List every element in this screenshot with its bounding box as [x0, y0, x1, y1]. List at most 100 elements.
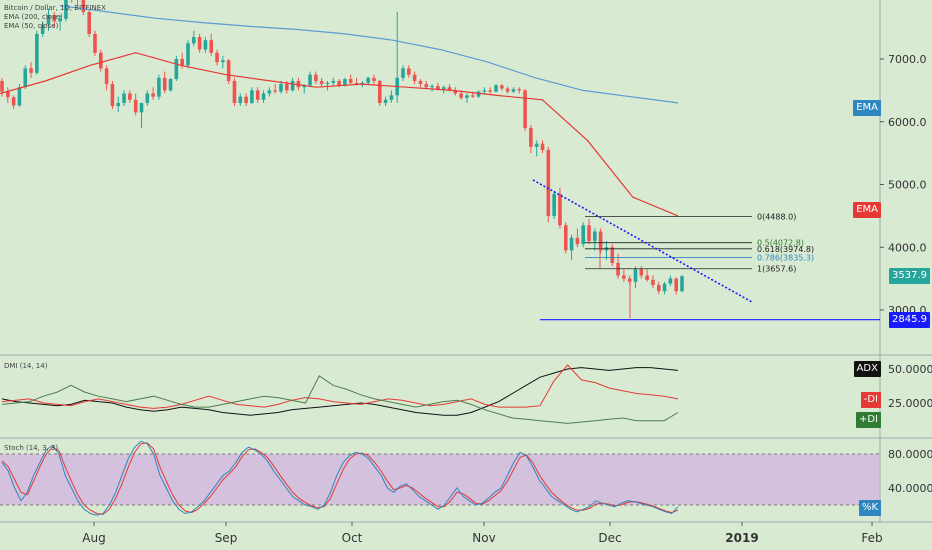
- candle-body: [674, 278, 678, 292]
- stoch-legend[interactable]: Stoch (14, 3, 3): [4, 444, 59, 452]
- candle-body: [197, 37, 202, 50]
- stoch-tick-label: 40.0000: [888, 482, 932, 495]
- candle-body: [505, 88, 510, 92]
- candle-body: [325, 82, 330, 85]
- candle-body: [633, 269, 638, 282]
- candle-body: [593, 231, 597, 241]
- candle-body: [523, 90, 527, 129]
- candle-body: [500, 85, 504, 89]
- candle-body: [319, 80, 324, 85]
- candle-body: [331, 80, 336, 83]
- candle-body: [23, 68, 28, 88]
- candle-body: [476, 91, 481, 97]
- candle-body: [81, 0, 86, 12]
- candle-body: [383, 99, 388, 103]
- candle-body: [441, 87, 446, 90]
- candle-body: [622, 275, 626, 279]
- time-tick-label: Aug: [82, 531, 105, 545]
- candle-body: [261, 93, 266, 100]
- time-tick-label: Oct: [342, 531, 363, 545]
- candle-body: [610, 247, 615, 263]
- candle-body: [186, 43, 190, 66]
- candle-body: [651, 279, 655, 285]
- time-tick-label: 2019: [725, 531, 758, 545]
- last-price-badge: 3537.9: [889, 268, 930, 284]
- candle-body: [540, 143, 545, 150]
- time-tick-label: Nov: [472, 531, 495, 545]
- candle-body: [290, 80, 295, 91]
- candle-body: [99, 52, 103, 69]
- candle-body: [58, 18, 62, 22]
- candle-body: [52, 15, 57, 22]
- candle-body: [139, 102, 144, 113]
- candle-body: [348, 79, 353, 83]
- candle-body: [563, 225, 568, 251]
- candle-body: [354, 82, 359, 85]
- candle-body: [558, 193, 562, 226]
- candle-body: [157, 77, 161, 97]
- candle-body: [337, 80, 341, 86]
- candle-body: [296, 80, 301, 88]
- candle-body: [587, 225, 591, 241]
- candle-body: [645, 275, 649, 280]
- candle-body: [308, 74, 312, 86]
- candle-body: [209, 40, 214, 53]
- dotted-trendline: [532, 179, 753, 303]
- candle-body: [656, 284, 661, 292]
- candle-body: [407, 68, 411, 75]
- ema50-badge: EMA: [853, 202, 881, 218]
- candle-body: [360, 82, 365, 85]
- candle-body: [511, 89, 516, 92]
- candle-body: [180, 59, 184, 66]
- candle-body: [552, 193, 556, 216]
- symbol-title[interactable]: Bitcoin / Dollar, 1D, BITFINEX: [4, 4, 106, 12]
- ema50-legend[interactable]: EMA (50, close): [4, 22, 59, 30]
- ema50-line: [0, 52, 679, 217]
- candle-body: [226, 60, 231, 81]
- candle-body: [232, 80, 237, 103]
- candle-body: [151, 93, 155, 97]
- candle-body: [122, 93, 126, 103]
- candle-body: [93, 33, 97, 53]
- candle-body: [273, 90, 277, 92]
- candle-body: [145, 93, 150, 103]
- candle-body: [203, 40, 208, 50]
- candle-body: [389, 95, 394, 100]
- candle-body: [465, 95, 469, 98]
- minus-di-badge: -DI: [860, 392, 881, 408]
- candle-body: [377, 80, 382, 103]
- candle-body: [470, 95, 475, 97]
- plus-di-badge: +DI: [855, 412, 881, 428]
- candle-body: [133, 99, 138, 113]
- fib-level-label: 0.618(3974.8): [757, 245, 814, 254]
- candle-body: [494, 85, 498, 92]
- chart-legend: Bitcoin / Dollar, 1D, BITFINEX EMA (200,…: [4, 4, 106, 31]
- support-price-badge: 2845.9: [889, 312, 930, 328]
- candle-body: [517, 89, 522, 91]
- dmi-series-di: [1, 364, 679, 409]
- candle-body: [401, 68, 405, 78]
- candle-body: [11, 97, 16, 106]
- dmi-legend[interactable]: DMI (14, 14): [4, 362, 48, 370]
- candle-body: [238, 96, 243, 103]
- ema200-legend[interactable]: EMA (200, close): [4, 13, 63, 21]
- candle-body: [529, 128, 533, 147]
- candle-body: [116, 102, 121, 107]
- price-tick-label: 7000.0: [888, 53, 927, 66]
- time-tick-label: Feb: [861, 531, 882, 545]
- price-tick-label: 4000.0: [888, 241, 927, 254]
- fib-level-label: 0.786(3835.3): [757, 254, 814, 263]
- candle-body: [0, 80, 4, 92]
- candle-body: [598, 231, 603, 251]
- candle-body: [366, 77, 370, 83]
- candle-body: [616, 262, 620, 276]
- price-tick-label: 6000.0: [888, 116, 927, 129]
- candle-body: [110, 84, 115, 107]
- candle-body: [87, 11, 91, 34]
- candle-body: [255, 90, 260, 100]
- candle-body: [244, 96, 248, 103]
- candle-body: [64, 0, 68, 19]
- candle-body: [17, 87, 22, 106]
- fib-level-label: 0(4488.0): [757, 213, 796, 222]
